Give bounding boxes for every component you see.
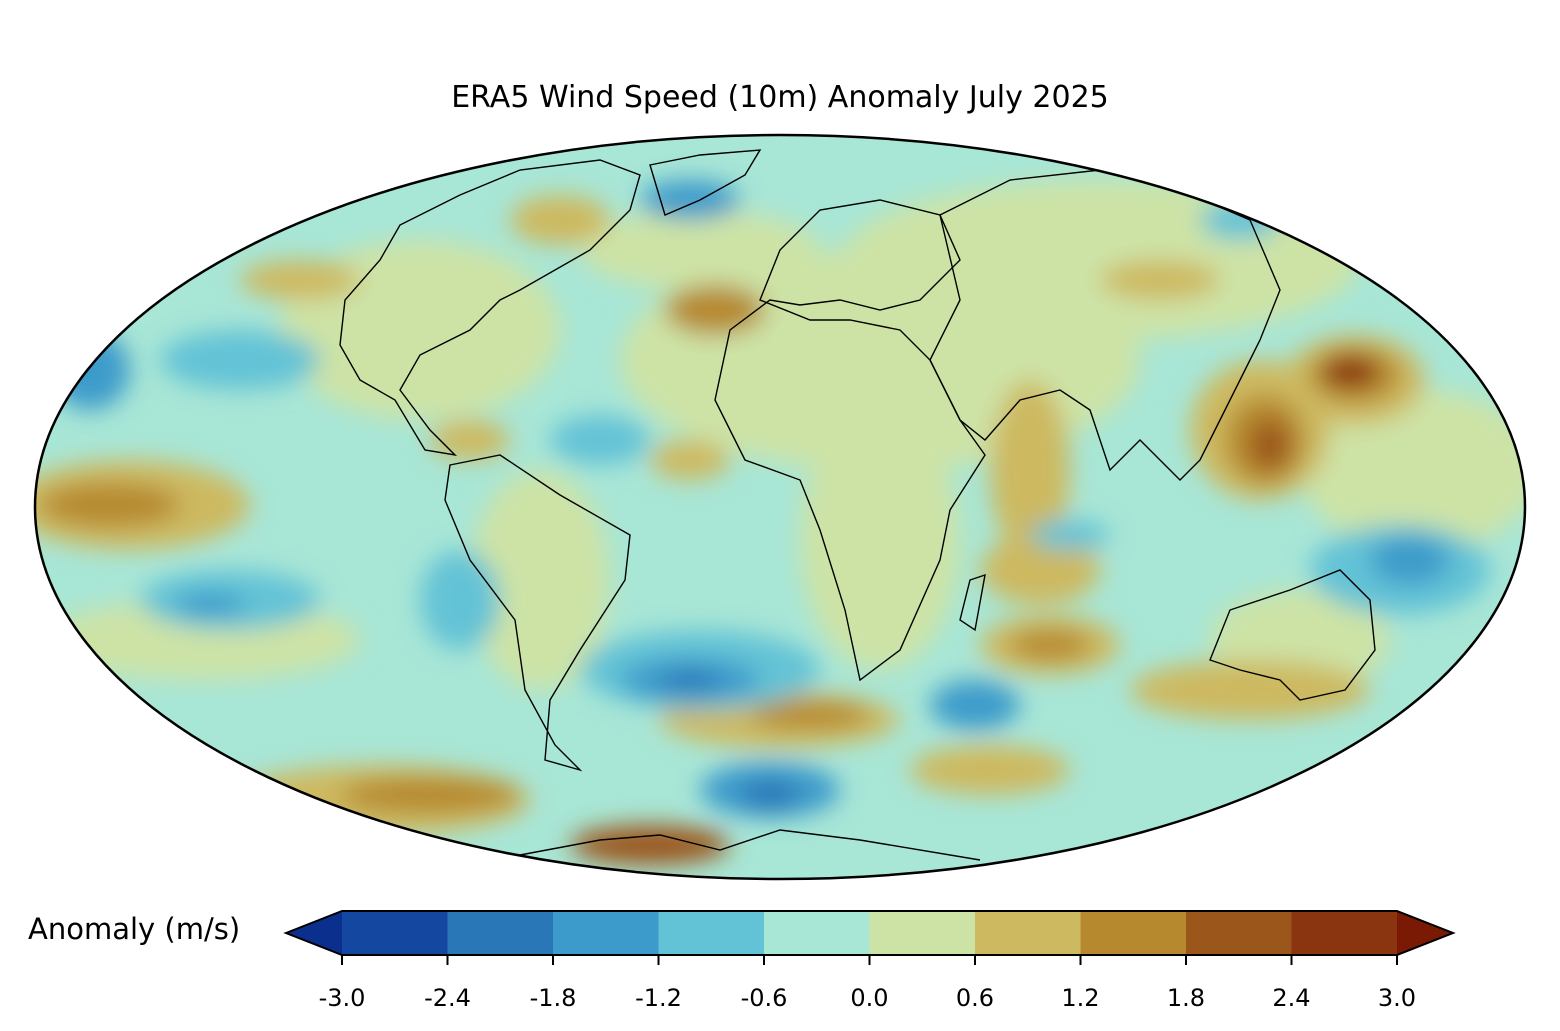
colorbar-segment bbox=[869, 911, 976, 955]
colorbar-tick-label: -1.2 bbox=[635, 984, 682, 1012]
colorbar-tick-label: -1.8 bbox=[530, 984, 577, 1012]
colorbar-segments bbox=[342, 911, 1398, 955]
colorbar-segment bbox=[975, 911, 1081, 955]
colorbar-segment bbox=[447, 911, 554, 955]
antarctica-coastline bbox=[519, 829, 981, 861]
colorbar-segment bbox=[553, 911, 659, 955]
colorbar-segment bbox=[1291, 911, 1398, 955]
colorbar-tick-label: 1.2 bbox=[1061, 984, 1099, 1012]
globe-outline bbox=[33, 133, 1527, 881]
colorbar-tick-label: 0.6 bbox=[956, 984, 994, 1012]
colorbar-label: Anomaly (m/s) bbox=[28, 912, 241, 946]
greenland-coastline bbox=[649, 149, 762, 216]
colorbar-tick-label: 3.0 bbox=[1378, 984, 1416, 1012]
colorbar-under-arrow bbox=[286, 911, 342, 955]
colorbar-tick-label: 1.8 bbox=[1167, 984, 1205, 1012]
colorbar-segment bbox=[342, 911, 448, 955]
colorbar-over-arrow bbox=[1397, 911, 1453, 955]
madagascar-coastline bbox=[959, 573, 986, 632]
colorbar-segment bbox=[1186, 911, 1292, 955]
map-title: ERA5 Wind Speed (10m) Anomaly July 2025 bbox=[451, 80, 1109, 115]
colorbar-tick-label: 0.0 bbox=[850, 984, 888, 1012]
colorbar-tick-label: -0.6 bbox=[741, 984, 788, 1012]
colorbar-tick-label: 2.4 bbox=[1272, 984, 1310, 1012]
colorbar-segment bbox=[1080, 911, 1187, 955]
colorbar-ticks: -3.0 -2.4 -1.8 -1.2 -0.6 0.0 0.6 1.2 1.8 2.4 3.0 bbox=[319, 955, 1416, 1012]
colorbar-tick-label: -3.0 bbox=[319, 984, 366, 1012]
colorbar-segment bbox=[658, 911, 765, 955]
australia-coastline bbox=[1209, 569, 1376, 701]
colorbar-segment bbox=[764, 911, 870, 955]
north-america-coastline bbox=[339, 159, 641, 457]
south-america-coastline bbox=[444, 454, 631, 772]
colorbar-tick-label: -2.4 bbox=[424, 984, 471, 1012]
